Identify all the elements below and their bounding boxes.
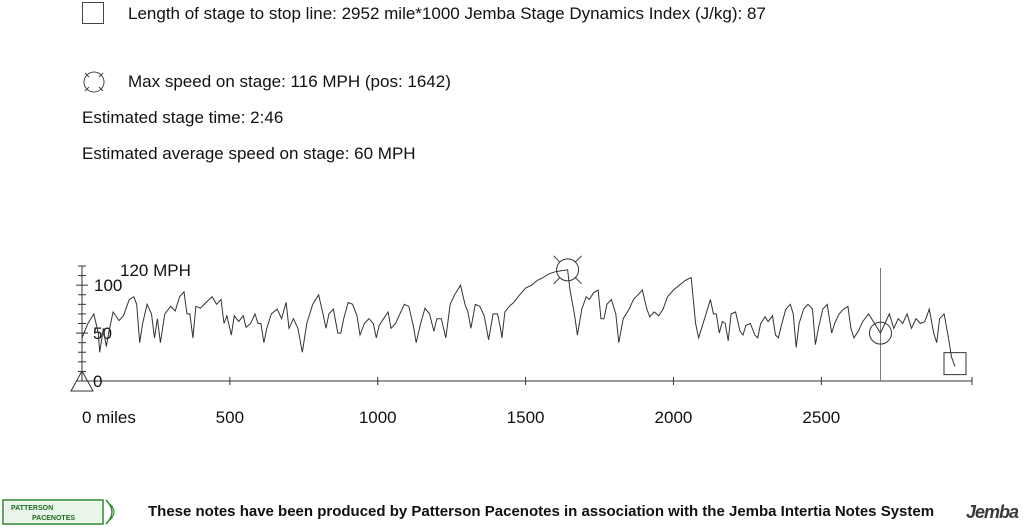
max-speed-marker-tick — [575, 277, 582, 285]
x-tick-label: 0 miles — [82, 408, 136, 427]
start-marker-triangle — [70, 369, 94, 392]
y-tick-label: 0 — [93, 372, 102, 391]
stage-length-text: Length of stage to stop line: 2952 mile*… — [128, 4, 766, 23]
x-tick-label: 1500 — [507, 408, 545, 427]
average-speed-text: Estimated average speed on stage: 60 MPH — [82, 144, 416, 163]
y-tick-label: 100 — [94, 276, 122, 295]
y-unit-label: 120 MPH — [120, 261, 191, 280]
patterson-pacenotes-logo: PATTERSON PACENOTES — [2, 499, 115, 525]
current-position-marker — [868, 321, 892, 345]
x-tick-label: 1000 — [359, 408, 397, 427]
logo-left-line2: PACENOTES — [32, 515, 75, 522]
footer-credit: These notes have been produced by Patter… — [148, 503, 935, 520]
x-tick-label: 2000 — [655, 408, 693, 427]
stop-line-legend-square — [82, 2, 104, 24]
jemba-logo: Jemba — [966, 502, 1019, 522]
max-speed-marker-tick — [553, 255, 560, 263]
stop-line-marker — [943, 352, 967, 376]
max-speed-text: Max speed on stage: 116 MPH (pos: 1642) — [128, 72, 451, 91]
max-speed-marker-tick — [575, 255, 582, 263]
x-tick-label: 500 — [216, 408, 244, 427]
max-speed-marker — [556, 258, 580, 282]
stage-time-text: Estimated stage time: 2:46 — [82, 108, 284, 127]
max-speed-marker-tick — [553, 277, 560, 285]
max-speed-legend-circle — [83, 71, 105, 93]
logo-left-line1: PATTERSON — [11, 505, 53, 512]
speed-line — [81, 269, 956, 367]
x-tick-label: 2500 — [802, 408, 840, 427]
